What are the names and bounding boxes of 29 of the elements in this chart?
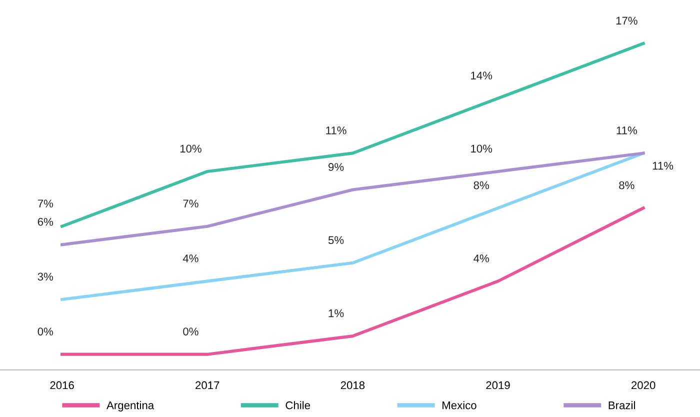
- x-tick-label: 2018: [340, 381, 365, 390]
- data-label: 7%: [183, 200, 198, 208]
- data-label: 14%: [471, 72, 492, 80]
- data-label: 7%: [38, 200, 54, 208]
- legend-label: Brazil: [608, 401, 635, 410]
- data-label: 0%: [38, 328, 54, 336]
- x-tick-label: 2020: [632, 381, 656, 390]
- data-label: 6%: [38, 218, 54, 226]
- legend-label: Chile: [286, 401, 310, 410]
- x-tick-label: 2019: [486, 381, 510, 390]
- x-tick-label: 2017: [196, 381, 220, 390]
- legend-label: Argentina: [106, 401, 154, 412]
- data-label: 4%: [182, 254, 198, 262]
- data-label: 8%: [619, 181, 634, 190]
- data-label: 4%: [474, 254, 489, 262]
- x-tick-label: 2016: [50, 381, 74, 390]
- data-label: 5%: [328, 236, 344, 244]
- data-label: 11%: [616, 126, 637, 134]
- data-label: 3%: [38, 272, 54, 281]
- data-label: 9%: [328, 163, 344, 171]
- data-label: 1%: [328, 309, 344, 318]
- data-label: 17%: [616, 16, 638, 25]
- data-label: 10%: [180, 144, 202, 153]
- legend-label: Mexico: [442, 401, 476, 410]
- data-label: 8%: [474, 181, 489, 190]
- data-label: 11%: [326, 126, 346, 134]
- data-label: 0%: [183, 328, 198, 336]
- data-label: 11%: [652, 162, 674, 170]
- data-label: 10%: [471, 144, 492, 153]
